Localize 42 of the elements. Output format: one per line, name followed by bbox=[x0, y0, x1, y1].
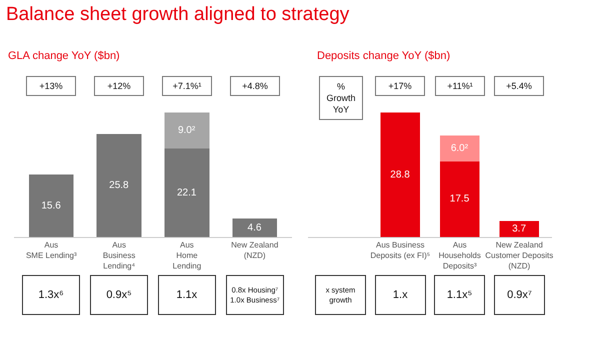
text: +5.4% bbox=[506, 81, 532, 91]
x-tick-label: New Zealand (NZD) bbox=[231, 240, 278, 260]
bar bbox=[164, 148, 210, 237]
data-label: 9.0² bbox=[178, 125, 196, 136]
chart-title: Balance sheet growth aligned to strategy bbox=[6, 4, 350, 26]
bar bbox=[380, 112, 420, 237]
chart-subtitle: GLA change YoY ($bn) bbox=[8, 50, 120, 62]
text: +12% bbox=[107, 81, 131, 91]
text: 1.1x bbox=[176, 289, 198, 301]
data-label: 15.6 bbox=[41, 200, 62, 212]
data-label: 17.5 bbox=[450, 194, 470, 205]
data-label: 3.7 bbox=[512, 224, 526, 235]
bar bbox=[440, 135, 480, 162]
bar bbox=[500, 221, 539, 237]
x-tick-label: Aus Business Deposits (ex FI)⁵ bbox=[370, 240, 430, 260]
x-tick-label: Aus Households Deposits³ bbox=[438, 240, 481, 270]
x-tick-label: New Zealand Customer Deposits (NZD) bbox=[485, 240, 554, 270]
bar bbox=[232, 218, 278, 237]
text: +13% bbox=[39, 81, 63, 91]
bar bbox=[28, 174, 74, 237]
bar bbox=[96, 134, 142, 237]
chart-title: Deposits change YoY ($bn) bbox=[317, 50, 450, 62]
text: % Growth YoY bbox=[326, 81, 356, 115]
bar bbox=[440, 161, 480, 237]
text: 1.x bbox=[392, 289, 408, 301]
text: +7.1%¹ bbox=[172, 81, 202, 91]
text: 0.9x⁵ bbox=[106, 289, 132, 301]
text: +11%¹ bbox=[447, 81, 473, 91]
x-tick-label: Aus Home Lending bbox=[172, 240, 202, 270]
text: 1.3x⁶ bbox=[38, 289, 64, 301]
x-tick-label: Aus SME Lending³ bbox=[26, 240, 77, 260]
text: 1.1x⁵ bbox=[446, 289, 472, 301]
x-tick-label: Aus Business Lending⁴ bbox=[102, 240, 136, 270]
text: 0.9x⁷ bbox=[507, 289, 532, 301]
text: +4.8% bbox=[242, 81, 268, 91]
data-label: 6.0² bbox=[450, 142, 469, 154]
data-label: 28.8 bbox=[390, 169, 410, 180]
data-label: 4.6 bbox=[248, 222, 262, 234]
data-label: 22.1 bbox=[176, 187, 197, 198]
data-label: 25.8 bbox=[109, 180, 130, 191]
bar bbox=[164, 112, 210, 149]
text: +17% bbox=[388, 81, 412, 91]
